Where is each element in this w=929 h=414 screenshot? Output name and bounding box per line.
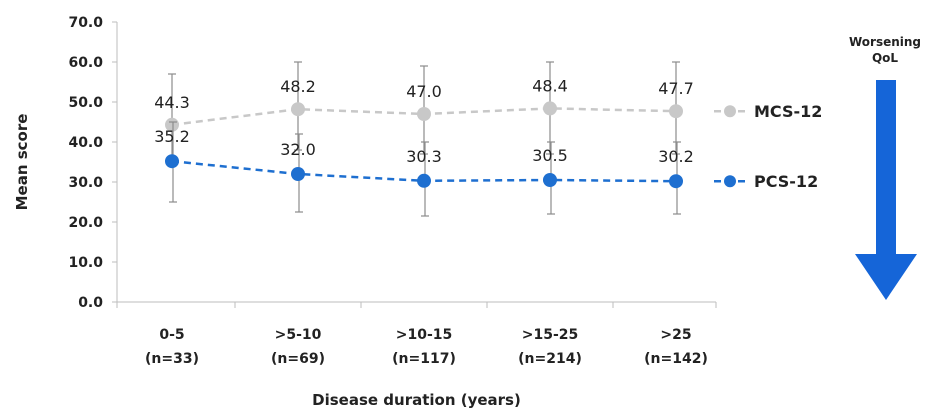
data-label: 47.0	[406, 82, 442, 101]
x-category-count: (n=142)	[644, 351, 708, 367]
series-layer: 44.3 48.2 47.0 48.4 47.7 35.2 32.0 30.3 30.5 30.2	[154, 61, 694, 217]
data-point	[543, 173, 557, 187]
x-category-count: (n=33)	[145, 351, 199, 367]
data-label: 35.2	[154, 127, 190, 146]
legend-marker-pcs-12	[724, 175, 736, 188]
y-tick-label: 20.0	[68, 215, 103, 231]
y-tick-label: 40.0	[68, 135, 103, 151]
x-category-label: >25	[660, 327, 691, 343]
data-point	[417, 173, 431, 188]
arrow-shaft	[876, 80, 896, 256]
data-label: 30.2	[658, 147, 694, 166]
x-category-label: >15-25	[522, 327, 579, 343]
data-point	[669, 174, 683, 189]
series-mcs-12: 44.3 48.2 47.0 48.4 47.7	[154, 61, 694, 159]
data-label: 44.3	[154, 93, 190, 112]
data-label: 32.0	[280, 140, 316, 159]
data-point	[417, 107, 431, 121]
x-axis: 0-5 (n=33) >5-10 (n=69) >10-15 (n=117) >15-25 (…	[116, 301, 717, 367]
data-point	[291, 167, 305, 181]
legend: MCS-12 PCS-12	[714, 102, 822, 191]
data-point	[291, 102, 305, 117]
data-label: 47.7	[658, 79, 694, 98]
x-category-count: (n=117)	[392, 351, 456, 367]
x-category-label: 0-5	[159, 327, 184, 343]
data-label: 48.2	[280, 77, 316, 96]
y-axis-title: Mean score	[13, 114, 31, 211]
series-pcs-12: 35.2 32.0 30.3 30.5 30.2	[154, 121, 694, 217]
data-label: 30.5	[532, 146, 568, 165]
legend-marker-mcs-12	[724, 105, 736, 118]
data-label: 48.4	[532, 76, 568, 95]
legend-label-pcs-12: PCS-12	[754, 172, 818, 191]
y-tick-label: 0.0	[78, 295, 103, 311]
x-category-label: >10-15	[396, 327, 453, 343]
y-tick-label: 50.0	[68, 95, 103, 111]
data-point	[669, 104, 683, 119]
y-axis: 0.0 10.0 20.0 30.0 40.0 50.0 60.0 70.0	[68, 15, 118, 311]
down-arrow-icon	[855, 254, 917, 300]
annotation-text: QoL	[872, 51, 898, 65]
y-tick-label: 30.0	[68, 175, 103, 191]
legend-label-mcs-12: MCS-12	[754, 102, 822, 121]
data-label: 30.3	[406, 147, 442, 166]
x-category-count: (n=214)	[518, 351, 582, 367]
annotation-text: Worsening	[849, 35, 921, 49]
x-category-label: >5-10	[275, 327, 322, 343]
worsening-qol-annotation: Worsening QoL	[849, 35, 921, 300]
data-point	[165, 154, 179, 169]
y-tick-label: 60.0	[68, 55, 103, 71]
x-category-count: (n=69)	[271, 351, 325, 367]
data-point	[165, 117, 179, 132]
x-axis-title: Disease duration (years)	[312, 391, 521, 409]
y-tick-label: 70.0	[68, 15, 103, 31]
y-tick-label: 10.0	[68, 255, 103, 271]
data-point	[543, 101, 557, 116]
